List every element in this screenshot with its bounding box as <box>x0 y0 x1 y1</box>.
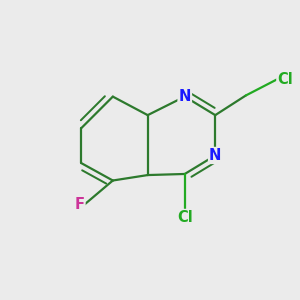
Text: Cl: Cl <box>278 72 293 87</box>
Text: F: F <box>74 197 85 212</box>
Text: Cl: Cl <box>177 210 193 225</box>
Text: N: N <box>209 148 221 163</box>
Text: N: N <box>178 89 191 104</box>
